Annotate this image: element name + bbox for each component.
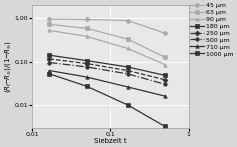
Line: 500 µm: 500 µm xyxy=(48,61,167,86)
Y-axis label: $(R_t\!\!-\!\!R_\infty)/(1\!\!-\!\!R_\infty)$: $(R_t\!\!-\!\!R_\infty)/(1\!\!-\!\!R_\in… xyxy=(3,40,13,93)
180 µm xyxy=(164,75,166,76)
180 µm xyxy=(48,54,51,56)
500 µm xyxy=(164,83,166,85)
90 µm xyxy=(126,48,129,49)
45 µm xyxy=(48,18,51,20)
710 µm xyxy=(48,70,51,71)
1000 µm xyxy=(126,104,129,106)
1000 µm xyxy=(164,126,166,127)
710 µm xyxy=(85,76,88,78)
90 µm xyxy=(48,30,51,31)
250 µm xyxy=(164,79,166,81)
180 µm xyxy=(85,60,88,61)
45 µm xyxy=(126,20,129,21)
500 µm xyxy=(85,66,88,68)
710 µm xyxy=(126,86,129,88)
Line: 63 µm: 63 µm xyxy=(48,23,167,59)
90 µm xyxy=(85,35,88,37)
45 µm xyxy=(85,19,88,20)
500 µm xyxy=(48,62,51,63)
250 µm xyxy=(85,63,88,64)
Legend: 45 µm, 63 µm, 90 µm, 180 µm, 250 µm, 500 µm, 710 µm, 1000 µm: 45 µm, 63 µm, 90 µm, 180 µm, 250 µm, 500… xyxy=(190,3,234,57)
Line: 45 µm: 45 µm xyxy=(48,17,167,35)
45 µm xyxy=(164,32,166,34)
710 µm xyxy=(164,95,166,97)
1000 µm xyxy=(85,85,88,87)
250 µm xyxy=(126,70,129,71)
90 µm xyxy=(164,64,166,65)
500 µm xyxy=(126,73,129,75)
63 µm xyxy=(126,38,129,40)
63 µm xyxy=(85,27,88,29)
Line: 180 µm: 180 µm xyxy=(48,54,167,77)
Line: 90 µm: 90 µm xyxy=(48,29,167,66)
Line: 710 µm: 710 µm xyxy=(48,69,167,98)
180 µm xyxy=(126,66,129,68)
1000 µm xyxy=(48,73,51,75)
63 µm xyxy=(48,23,51,25)
250 µm xyxy=(48,58,51,60)
Line: 1000 µm: 1000 µm xyxy=(48,72,167,128)
Line: 250 µm: 250 µm xyxy=(48,57,167,82)
X-axis label: Siebzeit t: Siebzeit t xyxy=(94,138,127,144)
63 µm xyxy=(164,56,166,58)
